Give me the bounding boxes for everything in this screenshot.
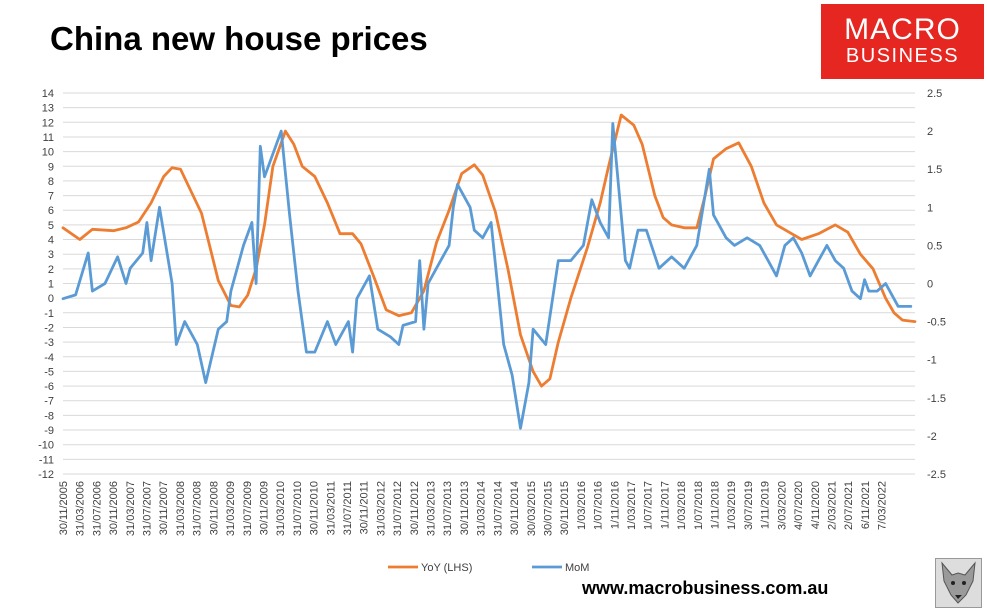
y-left-tick-label: 9 bbox=[48, 161, 54, 173]
x-tick-label: 4/07/2020 bbox=[793, 481, 805, 530]
x-tick-label: 31/03/2006 bbox=[75, 481, 87, 536]
x-tick-label: 30/11/2008 bbox=[208, 481, 220, 535]
y-right-tick-label: -2.5 bbox=[927, 469, 946, 481]
x-tick-label: 30/11/2012 bbox=[409, 481, 421, 535]
x-tick-label: 1/07/2016 bbox=[593, 481, 605, 530]
y-left-tick-label: 5 bbox=[48, 220, 54, 232]
y-right-tick-label: 2 bbox=[927, 126, 933, 138]
x-tick-label: 1/11/2019 bbox=[760, 481, 772, 529]
y-left-tick-label: 13 bbox=[42, 103, 54, 115]
y-left-tick-label: 12 bbox=[42, 117, 54, 129]
series-line-yoy bbox=[61, 113, 917, 388]
x-tick-label: 3/03/2020 bbox=[776, 481, 788, 530]
y-left-tick-label: 4 bbox=[48, 235, 54, 247]
y-right-tick-label: 0.5 bbox=[927, 240, 942, 252]
x-tick-label: 31/07/2013 bbox=[442, 481, 454, 536]
x-tick-label: 2/03/2021 bbox=[826, 481, 838, 530]
x-tick-label: 1/11/2018 bbox=[710, 481, 722, 529]
chart-title: China new house prices bbox=[50, 20, 428, 57]
y-right-tick-label: -2 bbox=[927, 431, 937, 443]
x-tick-label: 30/11/2015 bbox=[559, 481, 571, 535]
y-left-tick-label: -2 bbox=[44, 322, 54, 334]
y-left-tick-label: -9 bbox=[44, 425, 54, 437]
y-left-tick-label: -3 bbox=[44, 337, 54, 349]
fox-logo-icon bbox=[935, 558, 982, 608]
x-tick-label: 30/07/2015 bbox=[542, 481, 554, 536]
x-tick-label: 1/03/2016 bbox=[576, 481, 588, 530]
x-tick-label: 30/11/2009 bbox=[258, 481, 270, 535]
y-right-tick-label: -1.5 bbox=[927, 393, 946, 405]
x-tick-label: 31/07/2010 bbox=[292, 481, 304, 536]
x-tick-label: 30/11/2006 bbox=[108, 481, 120, 535]
x-tick-label: 3/07/2019 bbox=[743, 481, 755, 530]
x-tick-label: 1/07/2018 bbox=[693, 481, 705, 530]
x-tick-label: 4/11/2020 bbox=[810, 481, 822, 529]
y-left-tick-label: 14 bbox=[42, 88, 54, 100]
series-line-mom bbox=[61, 122, 913, 430]
x-tick-label: 31/07/2006 bbox=[91, 481, 103, 536]
x-tick-label: 31/03/2013 bbox=[426, 481, 438, 536]
logo-line1: MACRO bbox=[844, 13, 961, 46]
x-tick-label: 30/11/2010 bbox=[309, 481, 321, 535]
x-tick-label: 1/03/2018 bbox=[676, 481, 688, 530]
y-left-tick-label: 8 bbox=[48, 176, 54, 188]
y-left-tick-label: -5 bbox=[44, 366, 54, 378]
x-tick-label: 31/03/2011 bbox=[325, 481, 337, 535]
y-right-tick-label: 0 bbox=[927, 279, 933, 291]
y-left-tick-label: -1 bbox=[44, 308, 54, 320]
x-tick-label: 31/03/2007 bbox=[125, 481, 137, 536]
x-tick-label: 7/03/2022 bbox=[877, 481, 889, 530]
y-left-tick-label: -12 bbox=[38, 469, 54, 481]
x-tick-label: 31/03/2014 bbox=[476, 481, 488, 536]
y-left-tick-label: 6 bbox=[48, 205, 54, 217]
y-left-tick-label: -8 bbox=[44, 410, 54, 422]
y-right-tick-label: 1 bbox=[927, 202, 933, 214]
x-tick-label: 30/11/2007 bbox=[158, 481, 170, 535]
x-tick-label: 31/03/2009 bbox=[225, 481, 237, 536]
x-tick-label: 30/11/2013 bbox=[459, 481, 471, 535]
y-left-tick-label: -4 bbox=[44, 352, 54, 364]
y-left-tick-label: -11 bbox=[39, 454, 54, 466]
x-tick-label: 31/07/2014 bbox=[492, 481, 504, 536]
x-tick-label: 31/07/2007 bbox=[142, 481, 154, 536]
x-tick-label: 31/03/2008 bbox=[175, 481, 187, 536]
x-tick-label: 1/11/2016 bbox=[609, 481, 621, 529]
legend-label: YoY (LHS) bbox=[421, 562, 472, 574]
x-tick-label: 31/07/2009 bbox=[242, 481, 254, 536]
legend-label: MoM bbox=[565, 562, 589, 574]
x-tick-label: 1/11/2017 bbox=[659, 481, 671, 529]
x-tick-label: 30/11/2005 bbox=[58, 481, 70, 535]
x-tick-label: 1/07/2017 bbox=[643, 481, 655, 530]
x-tick-label: 31/03/2012 bbox=[375, 481, 387, 536]
x-tick-label: 31/07/2008 bbox=[192, 481, 204, 536]
y-left-tick-label: 7 bbox=[48, 191, 54, 203]
x-tick-label: 1/03/2017 bbox=[626, 481, 638, 530]
y-right-tick-label: 1.5 bbox=[927, 164, 942, 176]
x-tick-label: 30/11/2011 bbox=[359, 481, 371, 534]
x-tick-label: 2/07/2021 bbox=[843, 481, 855, 530]
x-tick-label: 30/11/2014 bbox=[509, 481, 521, 535]
footer-url: www.macrobusiness.com.au bbox=[582, 578, 829, 598]
logo-line2: BUSINESS bbox=[845, 45, 960, 67]
x-tick-label: 31/07/2011 bbox=[342, 481, 354, 535]
x-tick-label: 1/03/2019 bbox=[726, 481, 738, 530]
y-left-tick-label: -7 bbox=[44, 396, 54, 408]
y-right-tick-label: 2.5 bbox=[927, 88, 942, 100]
y-left-tick-label: 11 bbox=[43, 132, 54, 144]
x-tick-label: 31/07/2012 bbox=[392, 481, 404, 536]
macrobusiness-logo: MACRO BUSINESS bbox=[821, 4, 984, 79]
x-tick-label: 31/03/2010 bbox=[275, 481, 287, 536]
y-left-tick-label: 1 bbox=[48, 279, 54, 291]
y-left-tick-label: -10 bbox=[38, 440, 54, 452]
y-left-tick-label: -6 bbox=[44, 381, 54, 393]
y-left-tick-label: 10 bbox=[42, 147, 54, 159]
y-left-tick-label: 0 bbox=[48, 293, 54, 305]
y-right-tick-label: -1 bbox=[927, 355, 937, 367]
y-left-tick-label: 2 bbox=[48, 264, 54, 276]
x-tick-label: 6/11/2021 bbox=[860, 481, 872, 529]
y-left-tick-label: 3 bbox=[48, 249, 54, 261]
y-right-tick-label: -0.5 bbox=[927, 317, 946, 329]
x-tick-label: 30/03/2015 bbox=[526, 481, 538, 536]
